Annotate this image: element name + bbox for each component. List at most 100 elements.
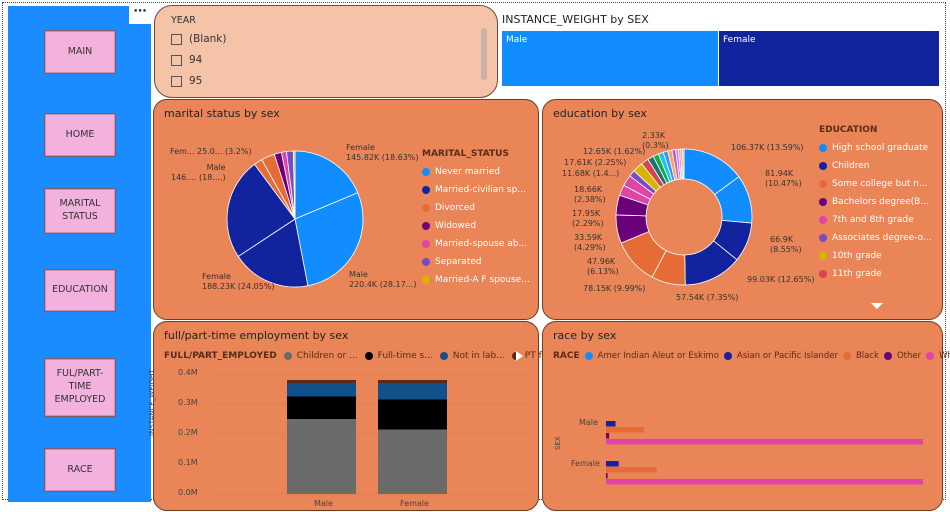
edu-label-b: 81.94K (10.47%) bbox=[765, 169, 802, 188]
race-bar[interactable] bbox=[606, 421, 616, 427]
race-bar[interactable] bbox=[606, 427, 644, 433]
race-bar[interactable] bbox=[606, 433, 609, 439]
legend-label: Some college but n... bbox=[832, 179, 928, 189]
legend-item[interactable]: 7th and 8th grade bbox=[819, 215, 932, 225]
legend-label: Children bbox=[832, 161, 869, 171]
edu-label-h: 33.59K (4.29%) bbox=[574, 233, 606, 252]
stacked-bar-segment[interactable] bbox=[378, 400, 447, 430]
checkbox-icon[interactable] bbox=[171, 34, 182, 45]
more-options-icon[interactable]: ⋯ bbox=[129, 6, 151, 24]
stacked-bar-segment[interactable] bbox=[287, 383, 356, 397]
legend-label: Divorced bbox=[435, 203, 475, 213]
nav-button-education[interactable]: EDUCATION bbox=[44, 269, 116, 312]
year-slicer-title: YEAR bbox=[171, 15, 196, 26]
stacked-bar-segment[interactable] bbox=[287, 397, 356, 420]
edu-label-l: 17.61K (2.25%) bbox=[564, 158, 626, 168]
legend-item[interactable]: High school graduate bbox=[819, 143, 932, 153]
legend-item[interactable]: Associates degree-o... bbox=[819, 233, 932, 243]
education-legend: EDUCATION High school graduate Children So… bbox=[819, 125, 932, 279]
legend-dot-icon bbox=[422, 204, 430, 212]
legend-item[interactable]: 10th grade bbox=[819, 251, 932, 261]
year-option-label: (Blank) bbox=[189, 33, 226, 45]
year-option-blank[interactable]: (Blank) bbox=[171, 33, 226, 45]
legend-dot-icon bbox=[819, 144, 827, 152]
stacked-bar-segment[interactable] bbox=[378, 430, 447, 495]
edu-label-n: 2.33K (0.3%) bbox=[642, 131, 669, 150]
race-bar[interactable] bbox=[606, 479, 923, 485]
education-panel: education by sex 106.37K (13.59%) 81.94K… bbox=[542, 99, 943, 320]
year-option-95[interactable]: 95 bbox=[171, 75, 202, 87]
legend-label: High school graduate bbox=[832, 143, 928, 153]
legend-item[interactable]: Never married bbox=[422, 167, 530, 177]
year-option-94[interactable]: 94 bbox=[171, 54, 202, 66]
race-bar[interactable] bbox=[606, 467, 657, 473]
stacked-bar-segment[interactable] bbox=[287, 380, 356, 383]
nav-button-home[interactable]: HOME bbox=[44, 113, 116, 157]
legend-dot-icon bbox=[819, 162, 827, 170]
legend-dot-icon bbox=[819, 252, 827, 260]
legend-item[interactable]: Separated bbox=[422, 257, 530, 267]
pie-label-female-married: Female 188.23K (24.05%) bbox=[202, 272, 275, 291]
legend-item[interactable]: Married-spouse ab... bbox=[422, 239, 530, 249]
legend-dot-icon bbox=[819, 180, 827, 188]
legend-item[interactable]: Children bbox=[819, 161, 932, 171]
edu-label-j: 18.66K (2.38%) bbox=[574, 185, 606, 204]
legend-dot-icon bbox=[819, 198, 827, 206]
legend-label: 11th grade bbox=[832, 269, 882, 279]
edu-label-f: 78.15K (9.99%) bbox=[583, 284, 645, 294]
legend-dot-icon bbox=[422, 240, 430, 248]
legend-item[interactable]: 11th grade bbox=[819, 269, 932, 279]
race-bar[interactable] bbox=[606, 461, 619, 467]
employment-bar-chart[interactable] bbox=[154, 322, 540, 512]
legend-label: Married-civilian sp... bbox=[435, 185, 526, 195]
pie-label-female-divorced: Fem... 25.0... (3.2%) bbox=[170, 147, 252, 157]
legend-label: 7th and 8th grade bbox=[832, 215, 914, 225]
legend-item[interactable]: Some college but n... bbox=[819, 179, 932, 189]
nav-button-marital-status[interactable]: MARITAL STATUS bbox=[44, 188, 116, 234]
checkbox-icon[interactable] bbox=[171, 76, 182, 87]
legend-item[interactable]: Married-A F spouse... bbox=[422, 275, 530, 285]
sidebar-nav: MAIN HOME MARITAL STATUS EDUCATION FUL/P… bbox=[8, 6, 151, 502]
pie-slice[interactable] bbox=[683, 149, 684, 179]
nav-button-race[interactable]: RACE bbox=[44, 448, 116, 492]
legend-label: 10th grade bbox=[832, 251, 882, 261]
legend-item[interactable]: Bachelors degree(B... bbox=[819, 197, 932, 207]
nav-button-employed[interactable]: FUL/PART-TIME EMPLOYED bbox=[44, 358, 116, 417]
edu-label-m: 12.65K (1.62%) bbox=[583, 147, 645, 157]
year-slicer-scrollbar[interactable] bbox=[481, 28, 487, 80]
legend-item[interactable]: Widowed bbox=[422, 221, 530, 231]
race-bar-chart[interactable] bbox=[543, 322, 944, 512]
edu-label-e: 57.54K (7.35%) bbox=[676, 293, 738, 303]
education-legend-title: EDUCATION bbox=[819, 125, 932, 135]
marital-legend: MARITAL_STATUS Never married Married-civi… bbox=[422, 149, 530, 285]
legend-dot-icon bbox=[819, 234, 827, 242]
edu-label-i: 17.95K (2.29%) bbox=[572, 209, 604, 228]
legend-dot-icon bbox=[422, 186, 430, 194]
year-option-label: 95 bbox=[189, 75, 202, 87]
legend-label: Associates degree-o... bbox=[832, 233, 932, 243]
instance-weight-female-tile[interactable]: Female bbox=[719, 31, 939, 86]
checkbox-icon[interactable] bbox=[171, 55, 182, 66]
legend-item[interactable]: Married-civilian sp... bbox=[422, 185, 530, 195]
stacked-bar-segment[interactable] bbox=[287, 419, 356, 494]
pie-label-male-never: Male 220.4K (28.17...) bbox=[349, 270, 416, 289]
edu-label-a: 106.37K (13.59%) bbox=[731, 143, 804, 153]
legend-dot-icon bbox=[819, 216, 827, 224]
race-bar[interactable] bbox=[606, 439, 923, 445]
stacked-bar-segment[interactable] bbox=[378, 380, 447, 383]
legend-dot-icon bbox=[422, 258, 430, 266]
legend-item[interactable]: Divorced bbox=[422, 203, 530, 213]
instance-weight-male-tile[interactable]: Male bbox=[502, 31, 718, 86]
stacked-bar-segment[interactable] bbox=[378, 383, 447, 400]
pie-label-male-married: Male 146.... (18....) bbox=[171, 163, 226, 182]
male-tile-label: Male bbox=[506, 35, 527, 45]
legend-dot-icon bbox=[422, 222, 430, 230]
marital-legend-title: MARITAL_STATUS bbox=[422, 149, 530, 159]
employment-panel: full/part-time employment by sex FULL/PA… bbox=[153, 321, 539, 511]
legend-label: Widowed bbox=[435, 221, 476, 231]
scroll-down-icon[interactable] bbox=[871, 303, 883, 309]
race-bar[interactable] bbox=[606, 473, 608, 479]
edu-label-k: 11.68K (1.4...) bbox=[562, 169, 619, 179]
legend-label: Married-A F spouse... bbox=[435, 275, 530, 285]
nav-button-main[interactable]: MAIN bbox=[44, 30, 116, 74]
